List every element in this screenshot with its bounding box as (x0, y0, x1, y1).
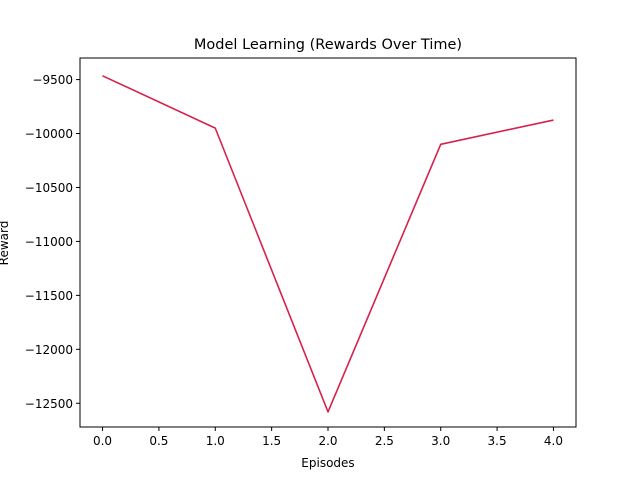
plot-area (102, 75, 554, 413)
x-axis: 0.0 0.5 1.0 1.5 2.0 2.5 3.0 3.5 4.0 (93, 427, 563, 448)
y-tick-label: −9500 (32, 73, 73, 87)
y-tick-label: −12500 (25, 397, 73, 411)
chart-title: Model Learning (Rewards Over Time) (194, 37, 462, 53)
x-tick-label: 0.5 (149, 434, 168, 448)
y-tick-label: −10500 (25, 181, 73, 195)
x-tick-label: 3.5 (488, 434, 507, 448)
x-tick-label: 2.5 (375, 434, 394, 448)
x-tick-label: 2.0 (318, 434, 337, 448)
x-tick-label: 1.0 (206, 434, 225, 448)
y-tick-label: −12000 (25, 343, 73, 357)
y-tick-label: −11000 (25, 235, 73, 249)
y-tick-label: −10000 (25, 127, 73, 141)
x-tick-label: 1.5 (262, 434, 281, 448)
x-tick-label: 3.0 (431, 434, 450, 448)
x-axis-label: Episodes (301, 456, 354, 470)
plot-frame (79, 57, 577, 428)
series-line (102, 75, 554, 413)
y-axis-label: Reward (0, 221, 11, 266)
x-tick-label: 0.0 (93, 434, 112, 448)
x-tick-label: 4.0 (544, 434, 563, 448)
y-tick-label: −11500 (25, 289, 73, 303)
y-axis: −9500 −10000 −10500 −11000 −11500 −12000 −1250… (25, 73, 80, 411)
